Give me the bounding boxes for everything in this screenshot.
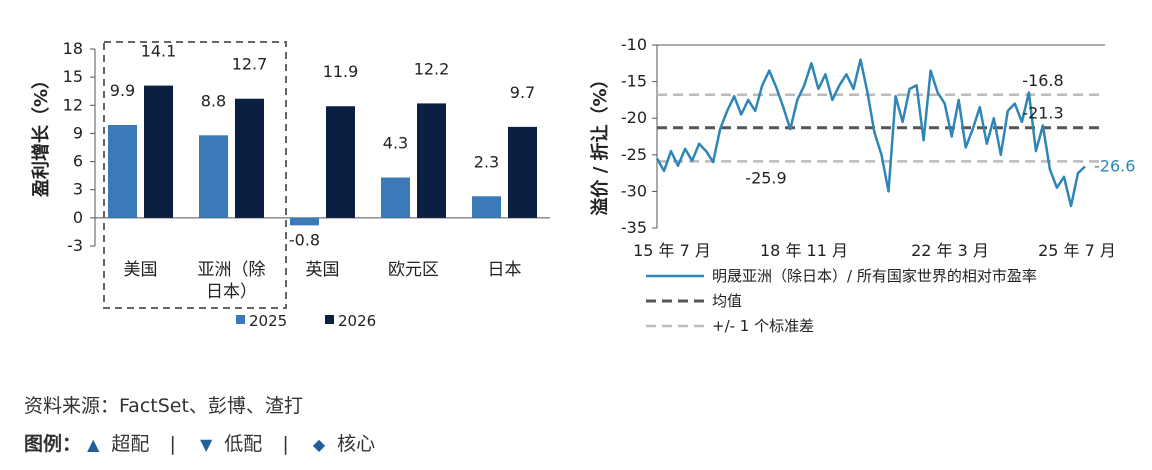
bar-2025 [108, 124, 137, 218]
overweight-triangle-up-icon: ▲ [87, 435, 100, 454]
line-legend-label: +/- 1 个标准差 [712, 317, 814, 335]
bar-2025 [199, 135, 228, 218]
upper-std-annotation: -16.8 [1022, 71, 1063, 90]
bar-2026 [235, 98, 264, 218]
rating-legend: 图例： ▲ 超配 | ▼ 低配 | ◆ 核心 [24, 429, 375, 456]
overweight-label: 超配 [111, 433, 150, 455]
mean-annotation: -21.3 [1022, 104, 1063, 123]
bar-y-tick-label: 3 [73, 180, 83, 199]
bar-data-label: -0.8 [289, 230, 320, 249]
bar-y-tick-label: -3 [67, 236, 83, 255]
legend-separator: | [282, 433, 289, 455]
bar-data-label: 11.9 [323, 62, 359, 81]
bar-2026 [508, 126, 537, 218]
legend-separator: | [169, 433, 176, 455]
bar-y-tick-label: 15 [63, 67, 83, 86]
line-legend-label: 明晟亚洲（除日本）/ 所有国家世界的相对市盈率 [712, 267, 1037, 285]
bar-data-label: 9.9 [110, 81, 135, 100]
bar-2026 [326, 106, 355, 218]
bar-y-tick-label: 6 [73, 152, 83, 171]
relative-pe-line-chart: 溢价 / 折让（%） -10 -15 -20 -25 -30 -35 15 年 7 月 18… [589, 35, 1135, 335]
bar-category-label: 日本 [488, 260, 522, 280]
bar-category-label: 日本） [206, 282, 257, 302]
bar-2026 [144, 85, 173, 218]
bar-2025 [472, 196, 501, 218]
bar-category-label: 欧元区 [388, 260, 439, 280]
core-label: 核心 [337, 433, 376, 455]
legend-swatch-2025 [236, 315, 245, 324]
line-legend-label: 均值 [712, 292, 742, 310]
bar-2025 [381, 177, 410, 218]
line-y-tick-label: -35 [621, 218, 647, 237]
source-note: 资料来源：FactSet、彭博、渣打 [24, 395, 303, 417]
line-y-tick-label: -10 [621, 35, 647, 54]
line-y-tick-label: -15 [621, 72, 647, 91]
bar-category-label: 美国 [124, 260, 158, 280]
bar-data-label: 14.1 [141, 42, 177, 61]
bar-data-label: 4.3 [383, 134, 408, 153]
bar-y-tick-label: 18 [63, 39, 83, 58]
bar-legend: 2025 2026 [236, 312, 376, 330]
lower-std-annotation: -25.9 [745, 168, 786, 187]
bar-data-label: 9.7 [510, 83, 535, 102]
line-x-tick-label: 25 年 7 月 [1038, 241, 1116, 260]
bar-y-tick-label: 12 [63, 95, 83, 114]
legend-label-2025: 2025 [249, 312, 287, 330]
core-diamond-icon: ◆ [312, 435, 326, 454]
bar-data-label: 8.8 [201, 91, 226, 110]
legend-swatch-2026 [325, 315, 334, 324]
latest-value-annotation: -26.6 [1094, 157, 1135, 176]
bar-2026 [417, 103, 446, 218]
underweight-triangle-down-icon: ▼ [199, 435, 213, 454]
relative-pe-series-line [655, 58, 1086, 208]
bar-data-label: 12.7 [232, 55, 268, 74]
line-x-tick-label: 18 年 11 月 [760, 241, 848, 260]
bar-data-label: 12.2 [414, 59, 450, 78]
line-y-tick-label: -25 [621, 145, 647, 164]
bar-category-label: 亚洲（除 [198, 260, 266, 280]
rating-legend-title: 图例： [24, 433, 82, 455]
line-y-axis-label: 溢价 / 折让（%） [589, 70, 611, 215]
legend-label-2026: 2026 [338, 312, 376, 330]
earnings-growth-bar-chart: 盈利增长（%） -3 0 3 6 9 12 15 18 9.9 14.1 8.8 12.7 -0.8 1… [30, 39, 550, 330]
bar-y-axis-label: 盈利增长（%） [30, 71, 52, 198]
line-x-tick-label: 22 年 3 月 [911, 241, 989, 260]
line-x-tick-label: 15 年 7 月 [633, 241, 711, 260]
underweight-label: 低配 [224, 433, 263, 455]
highlight-dashed-box [103, 41, 287, 309]
line-y-tick-label: -30 [621, 181, 647, 200]
bar-data-label: 2.3 [474, 152, 499, 171]
bar-y-tick-label: 9 [73, 123, 83, 142]
bar-y-tick-label: 0 [73, 208, 83, 227]
bar-2025 [290, 217, 319, 226]
line-y-tick-label: -20 [621, 108, 647, 127]
bar-category-label: 英国 [306, 260, 340, 280]
